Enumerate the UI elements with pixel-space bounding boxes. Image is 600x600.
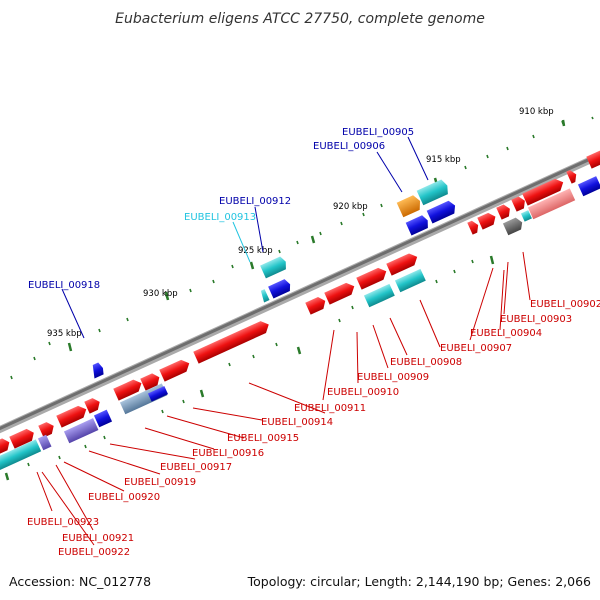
- gene-block-purple-00920: [63, 418, 99, 444]
- gene-arrow-00905: [496, 204, 510, 220]
- gene-block-blue-right: [577, 176, 600, 197]
- tick-label-915: 915 kbp: [426, 155, 461, 165]
- gene-arrow-00917: [113, 379, 142, 401]
- gene-label: EUBELI_00910: [327, 387, 399, 398]
- gene-block-cyan-00908: [394, 268, 426, 293]
- gene-label: EUBELI_00902: [530, 299, 600, 310]
- gene-label: EUBELI_00921: [62, 533, 134, 544]
- gene-label: EUBELI_00912: [219, 196, 291, 207]
- gene-block-cyan-00922: [0, 439, 42, 471]
- genome-summary-text: Topology: circular; Length: 2,144,190 bp…: [247, 574, 591, 589]
- tick-marks-inner-major: [4, 255, 495, 481]
- gene-block-purple-00921: [37, 434, 52, 451]
- gene-label: EUBELI_00914: [261, 417, 333, 428]
- gene-arrow-00903: [522, 178, 564, 206]
- gene-arrow-00906: [477, 212, 496, 230]
- genome-backbone: [0, 151, 600, 434]
- forward-genes: [0, 150, 600, 456]
- gene-arrow-00901: [566, 170, 577, 184]
- gene-label: EUBELI_00917: [160, 462, 232, 473]
- gene-label: EUBELI_00923: [27, 517, 99, 528]
- gene-label: EUBELI_00919: [124, 477, 196, 488]
- leader-lines-top: [61, 136, 429, 339]
- gene-block-blue-00905: [426, 200, 456, 224]
- accession-text: Accession: NC_012778: [9, 574, 151, 589]
- gene-label: EUBELI_00904: [470, 328, 542, 339]
- gene-arrow-00908: [386, 253, 418, 276]
- gene-arrow-00904: [511, 196, 525, 212]
- gene-arrow-00910: [324, 282, 355, 305]
- gene-arrow-00909: [356, 267, 387, 290]
- gene-arrow-00902: [586, 150, 600, 169]
- map-title: Eubacterium eligens ATCC 27750, complete…: [115, 11, 485, 27]
- gene-block-cyan-small: [520, 210, 532, 222]
- gene-block-pink: [527, 188, 576, 220]
- gene-block-orange-00906: [396, 195, 421, 218]
- gene-label: EUBELI_00911: [294, 403, 366, 414]
- tick-label-920: 920 kbp: [333, 202, 368, 212]
- gene-arrow-00907: [467, 220, 479, 235]
- gene-label: EUBELI_00916: [192, 448, 264, 459]
- gene-arrow-00915: [159, 359, 190, 382]
- tick-marks-major: [67, 119, 566, 352]
- gene-arrow-00923: [0, 438, 10, 456]
- gene-label: EUBELI_00903: [500, 314, 572, 325]
- gene-label: EUBELI_00915: [227, 433, 299, 444]
- gene-label: EUBELI_00920: [88, 492, 160, 503]
- tick-dots-inner: [27, 259, 474, 467]
- gene-block-cyan-00913: [260, 289, 270, 303]
- gene-label: EUBELI_00905: [342, 127, 414, 138]
- tick-dots-outer: [10, 116, 594, 380]
- gene-label: EUBELI_00907: [440, 343, 512, 354]
- tick-label-935: 935 kbp: [47, 329, 82, 339]
- gene-block-blue-00919: [93, 409, 113, 428]
- gene-arrow-00919: [84, 398, 100, 414]
- gene-arrow-00914: [193, 321, 269, 364]
- gene-block-blue-00918: [92, 362, 104, 379]
- secondary-genes: [0, 176, 600, 471]
- tick-label-930: 930 kbp: [143, 289, 178, 299]
- gene-labels: EUBELI_00905 EUBELI_00906 EUBELI_00912 E…: [27, 127, 600, 558]
- gene-arrow-00916: [140, 373, 160, 391]
- gene-block-blue-00912: [268, 279, 291, 299]
- leader-lines-bottom: [36, 251, 531, 546]
- tick-label-910: 910 kbp: [519, 107, 554, 117]
- gene-label: EUBELI_00922: [58, 547, 130, 558]
- gene-block-cyan-00909: [363, 283, 395, 308]
- tick-label-925: 925 kbp: [238, 246, 273, 256]
- gene-arrow-00921: [38, 422, 54, 438]
- gene-arrow-00911: [305, 297, 326, 315]
- gene-label: EUBELI_00906: [313, 141, 385, 152]
- gene-arrow-00922: [9, 428, 34, 449]
- gene-block-gray: [502, 217, 523, 236]
- gene-label: EUBELI_00909: [357, 372, 429, 383]
- gene-block-blue-00917: [147, 385, 169, 402]
- gene-label: EUBELI_00908: [390, 357, 462, 368]
- gene-block-cyan-00905: [416, 179, 448, 206]
- gene-block-blue-00906: [405, 215, 428, 236]
- gene-arrow-00920: [56, 405, 87, 428]
- gene-label: EUBELI_00918: [28, 280, 100, 291]
- gene-label: EUBELI_00913: [184, 212, 256, 223]
- gene-block-cyan-00912: [260, 256, 286, 279]
